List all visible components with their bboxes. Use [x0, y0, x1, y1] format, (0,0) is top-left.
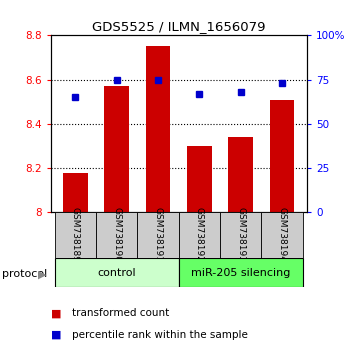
Bar: [270, 99, 295, 212]
Text: transformed count: transformed count: [72, 308, 169, 318]
Bar: [220, 212, 261, 258]
Text: ■: ■: [51, 308, 61, 318]
Text: miR-205 silencing: miR-205 silencing: [191, 268, 290, 278]
Bar: [137, 212, 179, 258]
Bar: [179, 212, 220, 258]
Text: GSM738192: GSM738192: [195, 207, 204, 262]
Text: ▶: ▶: [38, 269, 47, 279]
Text: percentile rank within the sample: percentile rank within the sample: [72, 330, 248, 339]
Bar: [55, 212, 96, 258]
Text: ■: ■: [51, 330, 61, 339]
Bar: [145, 46, 170, 212]
Bar: [55, 258, 179, 287]
Text: GSM738191: GSM738191: [153, 207, 162, 262]
Text: GSM738189: GSM738189: [71, 207, 80, 262]
Text: GSM738193: GSM738193: [236, 207, 245, 262]
Text: control: control: [97, 268, 136, 278]
Text: GSM738194: GSM738194: [278, 207, 287, 262]
Bar: [96, 212, 137, 258]
Bar: [228, 137, 253, 212]
Text: GSM738190: GSM738190: [112, 207, 121, 262]
Title: GDS5525 / ILMN_1656079: GDS5525 / ILMN_1656079: [92, 20, 265, 33]
Bar: [179, 258, 303, 287]
Text: protocol: protocol: [2, 269, 47, 279]
Bar: [104, 86, 129, 212]
Bar: [187, 146, 212, 212]
Bar: [63, 173, 88, 212]
Bar: [261, 212, 303, 258]
